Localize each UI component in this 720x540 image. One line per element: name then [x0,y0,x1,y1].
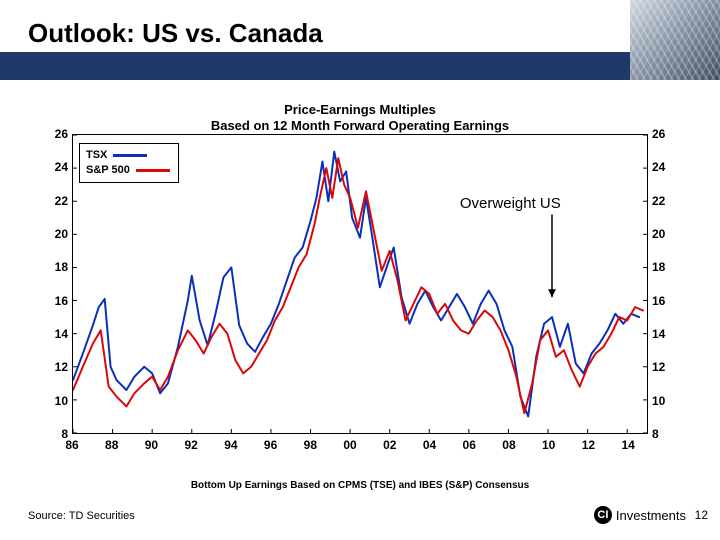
brand-logo: CI Investments [594,506,686,524]
corner-decor-image [630,0,720,80]
y-tick-left: 8 [42,427,68,441]
page-number: 12 [695,508,708,522]
legend-item-tsx: TSX [86,148,170,163]
chart-footnote: Bottom Up Earnings Based on CPMS (TSE) a… [0,480,720,491]
page-title: Outlook: US vs. Canada [28,18,323,49]
y-tick-right: 16 [652,294,678,308]
x-tick: 94 [224,438,237,452]
x-tick: 12 [582,438,595,452]
y-tick-right: 20 [652,227,678,241]
x-tick: 86 [65,438,78,452]
y-tick-right: 10 [652,394,678,408]
x-tick: 02 [383,438,396,452]
y-tick-left: 26 [42,127,68,141]
brand-logo-text: Investments [616,508,686,523]
x-tick: 06 [463,438,476,452]
y-tick-right: 24 [652,160,678,174]
y-tick-left: 20 [42,227,68,241]
x-tick: 14 [621,438,634,452]
x-tick: 08 [502,438,515,452]
y-tick-left: 24 [42,160,68,174]
y-tick-right: 12 [652,360,678,374]
legend-label-sp500: S&P 500 [86,163,130,178]
brand-logo-badge: CI [594,506,612,524]
source-text: Source: TD Securities [28,510,135,522]
x-tick: 96 [264,438,277,452]
x-tick: 04 [423,438,436,452]
y-tick-left: 12 [42,360,68,374]
y-tick-left: 14 [42,327,68,341]
x-tick: 88 [105,438,118,452]
legend-swatch-tsx [113,154,147,157]
y-tick-right: 22 [652,194,678,208]
pe-multiples-chart: Price-Earnings Multiples Based on 12 Mon… [38,110,682,470]
y-tick-left: 10 [42,394,68,408]
legend-swatch-sp500 [136,169,170,172]
x-tick: 00 [343,438,356,452]
x-tick: 90 [145,438,158,452]
y-tick-right: 8 [652,427,678,441]
x-tick: 98 [304,438,317,452]
y-tick-right: 18 [652,260,678,274]
y-tick-left: 16 [42,294,68,308]
chart-legend: TSX S&P 500 [79,143,179,183]
y-tick-right: 26 [652,127,678,141]
chart-title-line2: Based on 12 Month Forward Operating Earn… [211,118,509,133]
chart-plot-area: TSX S&P 500 Overweight US [72,134,648,434]
overweight-us-annotation: Overweight US [460,195,561,212]
title-bar: Outlook: US vs. Canada [0,0,720,90]
x-tick: 92 [184,438,197,452]
legend-item-sp500: S&P 500 [86,163,170,178]
y-tick-right: 14 [652,327,678,341]
title-band [0,52,720,80]
legend-label-tsx: TSX [86,148,107,163]
y-tick-left: 18 [42,260,68,274]
x-tick: 10 [542,438,555,452]
y-tick-left: 22 [42,194,68,208]
chart-title-line1: Price-Earnings Multiples [284,102,436,117]
chart-title: Price-Earnings Multiples Based on 12 Mon… [38,102,682,135]
